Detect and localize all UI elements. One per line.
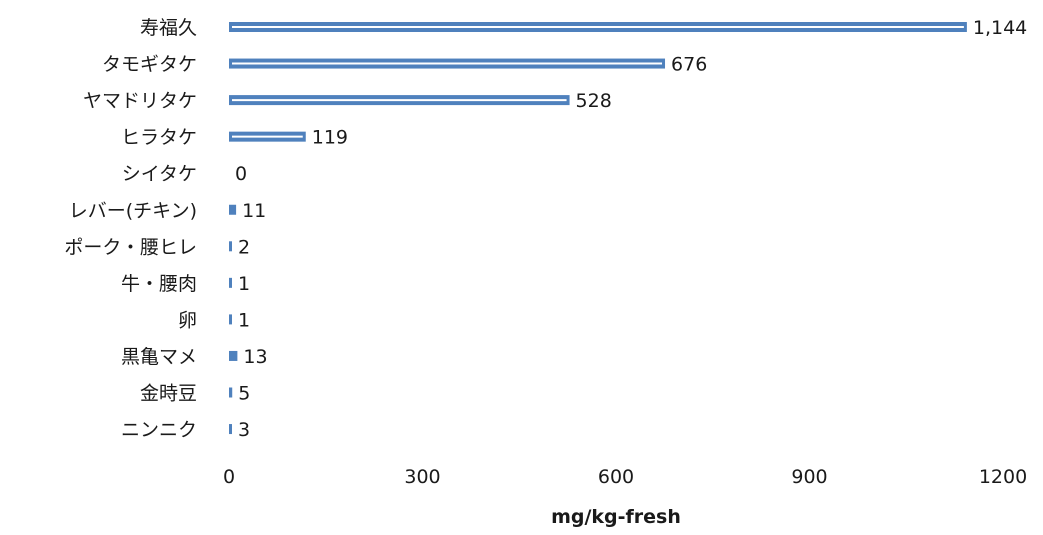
data-label: 2 — [238, 236, 250, 258]
x-axis-title: mg/kg-fresh — [551, 506, 681, 528]
data-label: 1,144 — [973, 17, 1027, 39]
bar — [229, 241, 232, 252]
bar — [229, 314, 232, 325]
data-label: 13 — [243, 346, 267, 368]
x-tick-label: 300 — [404, 466, 440, 488]
data-label: 5 — [238, 383, 250, 405]
bar — [229, 424, 232, 435]
bar — [229, 350, 238, 361]
data-label: 3 — [238, 419, 250, 441]
bar — [229, 204, 237, 215]
category-label: 寿福久 — [140, 17, 197, 39]
category-label: シイタケ — [122, 163, 197, 185]
bar — [229, 277, 232, 288]
data-label: 528 — [576, 90, 612, 112]
category-label: ヒラタケ — [121, 127, 197, 149]
category-label: 黒亀マメ — [121, 346, 197, 368]
category-label: 金時豆 — [140, 383, 197, 405]
category-label: ニンニク — [121, 419, 197, 441]
data-label: 11 — [242, 200, 266, 222]
bar — [229, 387, 233, 398]
category-label: ヤマドリタケ — [83, 90, 197, 112]
data-label: 1 — [238, 273, 250, 295]
category-label: レバー(チキン) — [69, 200, 197, 222]
x-tick-label: 0 — [223, 466, 235, 488]
data-label: 0 — [235, 163, 247, 185]
x-tick-label: 1200 — [979, 466, 1027, 488]
x-axis-ticks: 0 300 600 900 1200 — [223, 466, 1027, 488]
category-label: 牛・腰肉 — [121, 273, 197, 295]
x-tick-label: 900 — [791, 466, 827, 488]
category-label: ポーク・腰ヒレ — [64, 236, 197, 258]
data-label: 119 — [312, 127, 348, 149]
category-label: 卵 — [178, 309, 197, 331]
bars-layer — [229, 22, 967, 435]
data-label: 1 — [238, 309, 250, 331]
data-label: 676 — [671, 54, 707, 76]
category-label: タモギタケ — [102, 54, 197, 76]
x-tick-label: 600 — [598, 466, 634, 488]
